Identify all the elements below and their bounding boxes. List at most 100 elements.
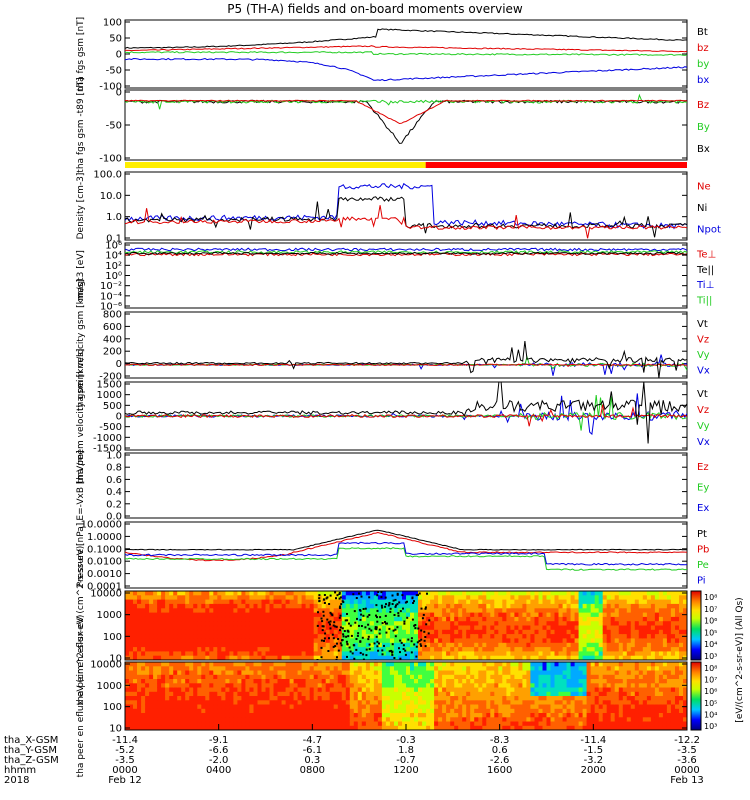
colorbar-tick-label: 10⁷ — [704, 676, 717, 685]
x-row-value: -4.7 — [303, 735, 323, 746]
y-tick-label: 200 — [103, 347, 122, 358]
legend-pi: Pi — [697, 575, 706, 586]
y-tick-label: 0.1000 — [87, 544, 122, 555]
date-end: Feb 13 — [670, 775, 704, 786]
series-te-par — [125, 251, 687, 255]
y-tick-label: 1.0 — [106, 212, 122, 223]
series-group — [125, 93, 687, 144]
y-tick-label: 100.0 — [93, 170, 122, 181]
y-tick-label: 1.0 — [106, 451, 122, 462]
y-tick-label: 100 — [103, 18, 122, 29]
year-label: 2018 — [4, 775, 29, 786]
x-row-value: -3.5 — [115, 755, 135, 766]
colorbar-tick-label: 10⁶ — [704, 687, 717, 696]
series-ti-perp — [125, 247, 687, 252]
legend-ex: Ex — [697, 503, 709, 514]
panel-frame — [124, 590, 688, 661]
series-pb — [125, 531, 687, 562]
series-vt — [125, 341, 687, 378]
series-vt — [125, 382, 687, 444]
colorbar-tick-label: 10⁸ — [704, 593, 717, 602]
series-ne — [125, 205, 687, 239]
y-tick-label: -50 — [106, 121, 122, 132]
series-ni — [125, 196, 687, 238]
series-group — [125, 28, 687, 82]
y-tick-label: 10 — [109, 724, 122, 735]
y-tick-label: -50 — [106, 66, 122, 77]
x-row-value: -9.1 — [209, 735, 229, 746]
legend-ti: Ti⊥ — [696, 280, 714, 291]
legend-bz: Bz — [697, 100, 709, 111]
y-tick-label: 10⁴ — [105, 251, 122, 262]
y-tick-label: 10.0000 — [81, 520, 122, 531]
x-row-value: 0000 — [112, 765, 137, 776]
panel-1: 100 50 0 -50 -100 tha fgs gsm [nT] Bt bz by bx — [76, 17, 709, 93]
y-tick-label: 0.4 — [106, 487, 122, 498]
x-row-value: -11.4 — [580, 735, 606, 746]
y-tick-label: 800 — [103, 310, 122, 321]
y-tick-label: 10⁶ — [105, 241, 122, 252]
panel-7: 1.00.80.60.40.2 0.0 E=-VxB [mV/m] Ez Ey Ex — [76, 450, 709, 522]
y-tick-label: 50 — [109, 34, 122, 45]
region-bar-red — [425, 162, 687, 168]
y-axis-label: Density [cm-3] — [76, 173, 86, 240]
y-tick-label: 500 — [103, 401, 122, 412]
y-tick-label: 0.0100 — [87, 557, 122, 568]
legend-vt: Vt — [697, 389, 708, 400]
series-bx — [125, 57, 687, 82]
series-vy — [125, 394, 687, 431]
x-row-value: 0000 — [674, 765, 699, 776]
y-tick-label: 10000 — [90, 660, 122, 671]
y-tick-label: 10⁻² — [100, 281, 122, 292]
legend-ti: Ti|| — [696, 295, 712, 306]
series-group — [125, 382, 687, 444]
y-tick-label: 0 — [116, 412, 122, 423]
figure-title: P5 (TH-A) fields and on-board moments ov… — [227, 2, 523, 16]
colorbar-tick-label: 10⁷ — [704, 605, 717, 614]
x-row-value: -8.3 — [490, 735, 510, 746]
legend-te: Te⊥ — [696, 250, 716, 261]
series-vz — [125, 404, 687, 427]
legend-bz: bz — [697, 43, 709, 54]
series-group — [125, 529, 687, 571]
series-pi — [125, 541, 687, 566]
colorbar-tick-label: 10⁴ — [704, 640, 717, 649]
y-tick-label: 10² — [105, 261, 122, 272]
x-row-value: -12.2 — [674, 735, 700, 746]
y-axis-label: tha fgs gsm [nT] — [76, 17, 86, 91]
y-tick-label: 10000 — [90, 589, 122, 600]
x-row-value: -2.6 — [490, 755, 510, 766]
colorbar-tick-label: 10⁵ — [704, 628, 717, 637]
y-axis-label: Pressure [nPa] — [76, 523, 86, 588]
y-axis-label: E=-VxB [mV/m] — [76, 450, 86, 520]
y-axis-label: tha fgs gsm -t89 [nT] — [76, 77, 86, 172]
legend-vt: Vt — [697, 319, 708, 330]
y-tick-label: 10.0 — [100, 191, 122, 202]
x-row-value: 2000 — [581, 765, 606, 776]
region-bar — [125, 162, 687, 168]
y-tick-label: 0.0 — [106, 512, 122, 523]
legend-vx: Vx — [697, 437, 710, 448]
y-axis-label: tha peem velocity gsm [km/s] — [76, 349, 86, 484]
legend-vz: Vz — [697, 334, 709, 345]
panel-2: 0 -50 -100 tha fgs gsm -t89 [nT] Bz By Bx — [76, 77, 710, 172]
y-tick-label: 1000 — [97, 681, 122, 692]
series-bz — [125, 99, 687, 125]
legend-by: By — [697, 122, 710, 133]
legend-ey: Ey — [697, 483, 709, 494]
x-row-label: tha_Y-GSM — [4, 745, 57, 756]
colorbar-gradient — [690, 590, 702, 661]
colorbar-label: [eV/(cm^2-s-sr-eV)] (All Qs) — [735, 597, 745, 722]
y-axis-label: tha peir en eflux eV (cm^2-s-sr-eV) — [76, 546, 86, 706]
series-ti-par — [125, 250, 687, 255]
legend-te: Te|| — [696, 265, 714, 276]
y-tick-label: 0.0001 — [87, 582, 122, 593]
x-row-label: tha_X-GSM — [4, 735, 58, 746]
y-tick-label: 1500 — [97, 380, 122, 391]
y-tick-label: 100 — [103, 702, 122, 713]
